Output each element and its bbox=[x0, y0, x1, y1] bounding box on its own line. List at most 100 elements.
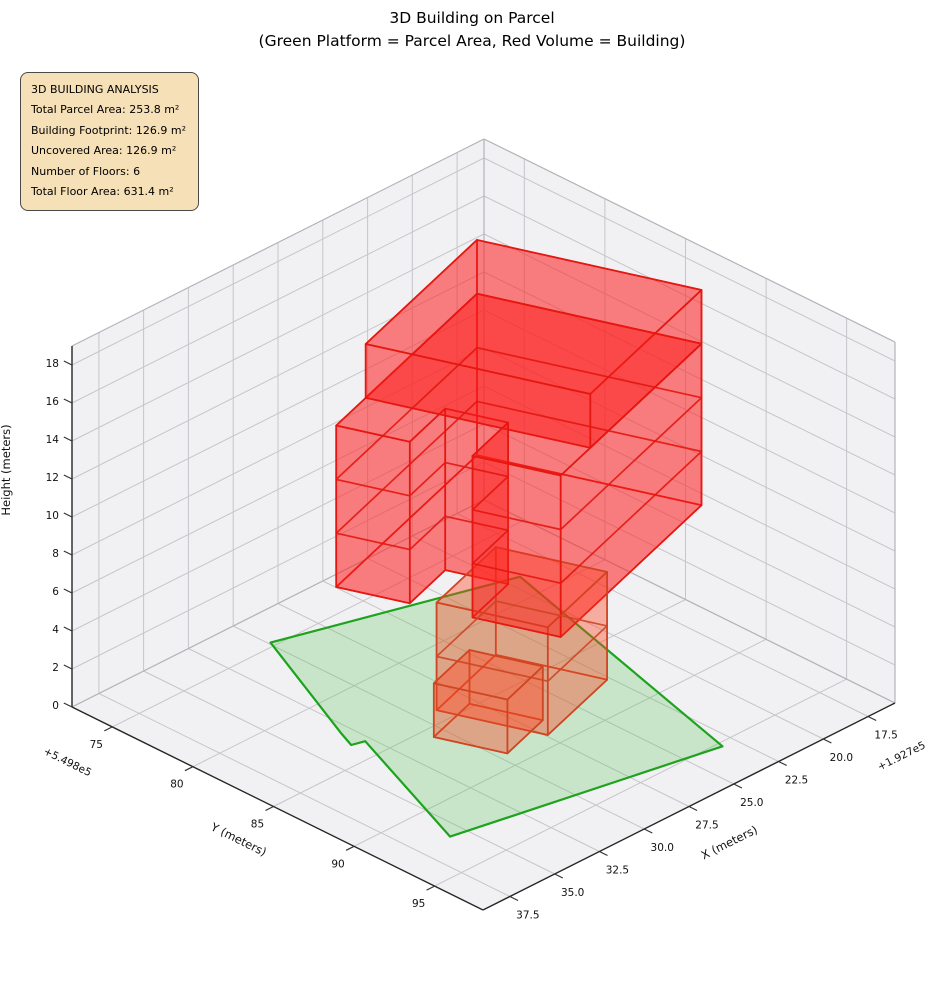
x-tick-label: 30.0 bbox=[651, 842, 674, 854]
building-face-side bbox=[432, 682, 509, 755]
grid-line bbox=[483, 157, 896, 362]
z-axis-label: Height (meters) bbox=[0, 424, 13, 515]
z-tick bbox=[63, 512, 73, 518]
z-tick bbox=[63, 626, 73, 632]
box-edge bbox=[71, 138, 485, 347]
chart-title: 3D Building on Parcel bbox=[389, 9, 555, 27]
z-tick-label: 8 bbox=[52, 548, 59, 560]
floor-line bbox=[335, 346, 703, 531]
grid-line bbox=[71, 233, 485, 442]
z-tick-label: 18 bbox=[46, 358, 59, 370]
z-tick-label: 10 bbox=[46, 510, 59, 522]
grid-line bbox=[483, 195, 896, 400]
x-tick bbox=[823, 738, 832, 744]
x-tick bbox=[643, 828, 653, 834]
grid-line bbox=[483, 423, 896, 628]
grid-line bbox=[71, 309, 485, 518]
grid-line bbox=[367, 558, 779, 762]
grid-line bbox=[353, 638, 767, 847]
x-tick-label: 32.5 bbox=[606, 865, 629, 877]
z-tick-label: 12 bbox=[46, 472, 59, 484]
x-axis-offset-text: +1.927e5 bbox=[876, 739, 928, 773]
y-axis-offset-text: +5.498e5 bbox=[41, 745, 93, 779]
building-face-side bbox=[335, 424, 411, 605]
building-face-side bbox=[364, 343, 592, 449]
y-tick bbox=[345, 845, 355, 851]
grid-line bbox=[483, 461, 896, 666]
y-tick bbox=[184, 766, 194, 772]
y-tick-label: 90 bbox=[331, 858, 344, 870]
x-tick bbox=[554, 873, 564, 879]
grid-line bbox=[273, 599, 686, 807]
grid-line bbox=[188, 648, 600, 852]
grid-line bbox=[112, 519, 525, 728]
y-tick-label: 95 bbox=[412, 898, 425, 910]
y-axis-spine bbox=[71, 706, 484, 911]
x-tick bbox=[778, 760, 787, 767]
grid-line bbox=[71, 347, 485, 556]
x-tick-label: 20.0 bbox=[830, 752, 853, 764]
grid-line bbox=[483, 309, 896, 514]
z-tick bbox=[63, 436, 73, 442]
z-tick bbox=[63, 550, 73, 556]
info-line-uncovered: Uncovered Area: 126.9 m² bbox=[31, 144, 177, 158]
grid-line bbox=[483, 385, 896, 590]
z-tick bbox=[63, 702, 73, 708]
floor-line bbox=[435, 600, 608, 683]
title-block: 3D Building on Parcel (Green Platform = … bbox=[0, 7, 944, 52]
z-tick-label: 2 bbox=[52, 662, 59, 674]
parcel-polygon bbox=[269, 575, 724, 838]
grid-line bbox=[71, 461, 485, 670]
x-tick bbox=[599, 850, 608, 857]
z-tick-label: 6 bbox=[52, 586, 59, 598]
x-tick-label: 22.5 bbox=[785, 775, 808, 787]
info-line-floors: Number of Floors: 6 bbox=[31, 164, 141, 178]
building-face-side bbox=[408, 407, 447, 605]
x-tick-label: 25.0 bbox=[740, 797, 763, 809]
y-tick bbox=[265, 805, 274, 812]
grid-line bbox=[456, 513, 869, 717]
info-line-floor-area: Total Floor Area: 631.4 m² bbox=[31, 185, 174, 199]
grid-line bbox=[71, 157, 485, 366]
grid-line bbox=[143, 670, 555, 875]
z-tick bbox=[63, 664, 73, 670]
x-tick bbox=[867, 715, 877, 722]
box-edge bbox=[483, 138, 896, 343]
z-tick bbox=[63, 588, 73, 594]
grid-line bbox=[71, 385, 485, 594]
chart-subtitle: (Green Platform = Parcel Area, Red Volum… bbox=[258, 31, 686, 50]
z-tick-label: 16 bbox=[46, 396, 60, 408]
grid-line bbox=[434, 678, 847, 887]
y-tick bbox=[104, 726, 113, 732]
x-tick bbox=[733, 783, 743, 789]
grid-line bbox=[71, 271, 485, 480]
y-tick-label: 80 bbox=[170, 779, 183, 791]
floor-line bbox=[335, 400, 703, 585]
pane-right-wall bbox=[484, 139, 895, 703]
info-box-heading: 3D BUILDING ANALYSIS bbox=[31, 83, 159, 96]
grid-line bbox=[192, 559, 606, 768]
z-tick-label: 4 bbox=[52, 624, 59, 636]
x-tick bbox=[688, 805, 698, 812]
grid-line bbox=[98, 693, 511, 897]
grid-line bbox=[71, 195, 485, 404]
grid-line bbox=[277, 603, 690, 807]
info-line-footprint: Building Footprint: 126.9 m² bbox=[31, 123, 186, 137]
y-tick-label: 85 bbox=[251, 819, 264, 831]
y-tick-label: 75 bbox=[90, 739, 103, 751]
z-tick-label: 14 bbox=[46, 434, 60, 446]
z-tick-label: 0 bbox=[52, 700, 59, 712]
x-tick-label: 17.5 bbox=[874, 730, 897, 742]
grid-line bbox=[483, 233, 896, 438]
x-tick-label: 37.5 bbox=[516, 910, 539, 922]
grid-line bbox=[483, 271, 896, 476]
x-tick bbox=[509, 895, 519, 902]
analysis-info-box: 3D BUILDING ANALYSIS Total Parcel Area: … bbox=[20, 72, 199, 212]
x-tick-label: 35.0 bbox=[561, 887, 584, 899]
x-tick-label: 27.5 bbox=[695, 820, 718, 832]
y-tick bbox=[426, 885, 435, 891]
grid-line bbox=[322, 580, 735, 785]
grid-line bbox=[412, 535, 824, 740]
